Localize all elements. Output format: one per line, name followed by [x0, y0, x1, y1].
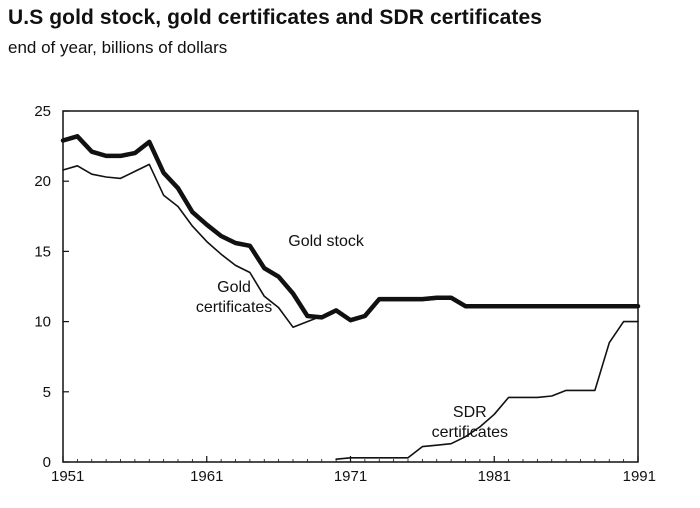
series-line-sdr_certificates — [335, 320, 639, 461]
x-tick-label: 1951 — [51, 468, 84, 485]
annotation-sdr_certificates: SDR — [453, 404, 487, 421]
y-tick-label: 10 — [34, 314, 51, 331]
y-tick-label: 15 — [34, 243, 51, 260]
y-axis: 0 5 10 15 20 25 — [34, 103, 69, 471]
chart-title: U.S gold stock, gold certificates and SD… — [8, 6, 543, 29]
annotation-gold_certificates: Gold — [217, 279, 251, 296]
series-layer — [60, 134, 641, 461]
y-tick-label: 5 — [43, 384, 51, 401]
annotation-sdr_certificates: certificates — [432, 424, 508, 441]
annotation-gold_stock: Gold stock — [288, 233, 365, 250]
x-axis: 1951 1961 1971 1981 1991 — [51, 456, 656, 485]
x-tick-label: 1971 — [334, 468, 367, 485]
x-tick-label: 1991 — [623, 468, 656, 485]
series-line-gold_certificates — [62, 163, 639, 329]
annotation-layer: Gold stock Gold certificates SDR certificate… — [196, 233, 508, 441]
chart-subtitle: end of year, billions of dollars — [8, 38, 228, 57]
y-tick-label: 0 — [43, 454, 51, 471]
annotation-gold_certificates: certificates — [196, 299, 272, 316]
x-tick-label: 1961 — [190, 468, 223, 485]
x-tick-label: 1981 — [478, 468, 511, 485]
y-tick-label: 20 — [34, 173, 51, 190]
y-tick-label: 25 — [34, 103, 51, 120]
